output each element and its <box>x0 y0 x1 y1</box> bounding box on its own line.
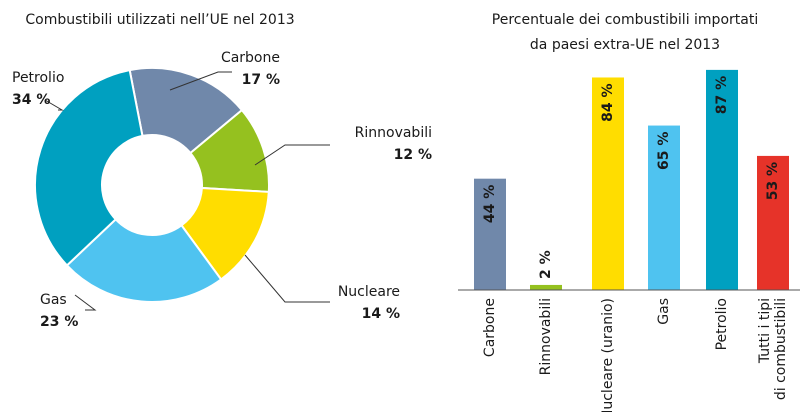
donut-segment <box>65 217 223 303</box>
value-label: 2 % <box>538 250 554 279</box>
bar <box>592 77 624 290</box>
value-label: 34 % <box>12 92 50 108</box>
value-label: 23 % <box>40 314 78 330</box>
value-label: 14 % <box>362 306 400 322</box>
x-tick-label: Petrolio <box>714 298 730 350</box>
leader-line <box>254 144 330 166</box>
donut-segment <box>34 68 144 267</box>
chart-title: Combustibili utilizzati nell’UE nel 2013 <box>25 12 294 28</box>
leader-line <box>44 99 64 111</box>
bar <box>474 178 506 290</box>
x-tick-label: Tutti i tipi <box>757 298 773 364</box>
leader-line <box>169 71 232 91</box>
segment-label: Rinnovabili <box>355 125 432 141</box>
segment-label: Carbone <box>221 50 280 66</box>
value-label: 53 % <box>765 162 781 200</box>
x-tick-label: Gas <box>656 298 672 325</box>
leader-line <box>74 294 97 311</box>
bar <box>757 155 789 290</box>
bar <box>706 69 738 290</box>
segment-label: Petrolio <box>12 70 64 86</box>
value-label: 44 % <box>482 185 498 223</box>
bar <box>648 125 680 290</box>
value-label: 17 % <box>242 72 280 88</box>
value-label: 65 % <box>656 132 672 170</box>
x-tick-label: Nucleare (uranio) <box>600 298 616 412</box>
x-tick-label: di combustibili <box>773 298 789 400</box>
x-tick-label: Rinnovabili <box>538 298 554 375</box>
value-label: 12 % <box>394 147 432 163</box>
leader-line <box>244 254 330 303</box>
value-label: 84 % <box>600 83 616 121</box>
chart-title: da paesi extra-UE nel 2013 <box>530 37 720 53</box>
segment-label: Gas <box>40 292 67 308</box>
value-label: 87 % <box>714 76 730 114</box>
segment-label: Nucleare <box>338 284 400 300</box>
chart-title: Percentuale dei combustibili importati <box>492 12 758 28</box>
bar <box>530 284 562 290</box>
x-tick-label: Carbone <box>482 298 498 357</box>
